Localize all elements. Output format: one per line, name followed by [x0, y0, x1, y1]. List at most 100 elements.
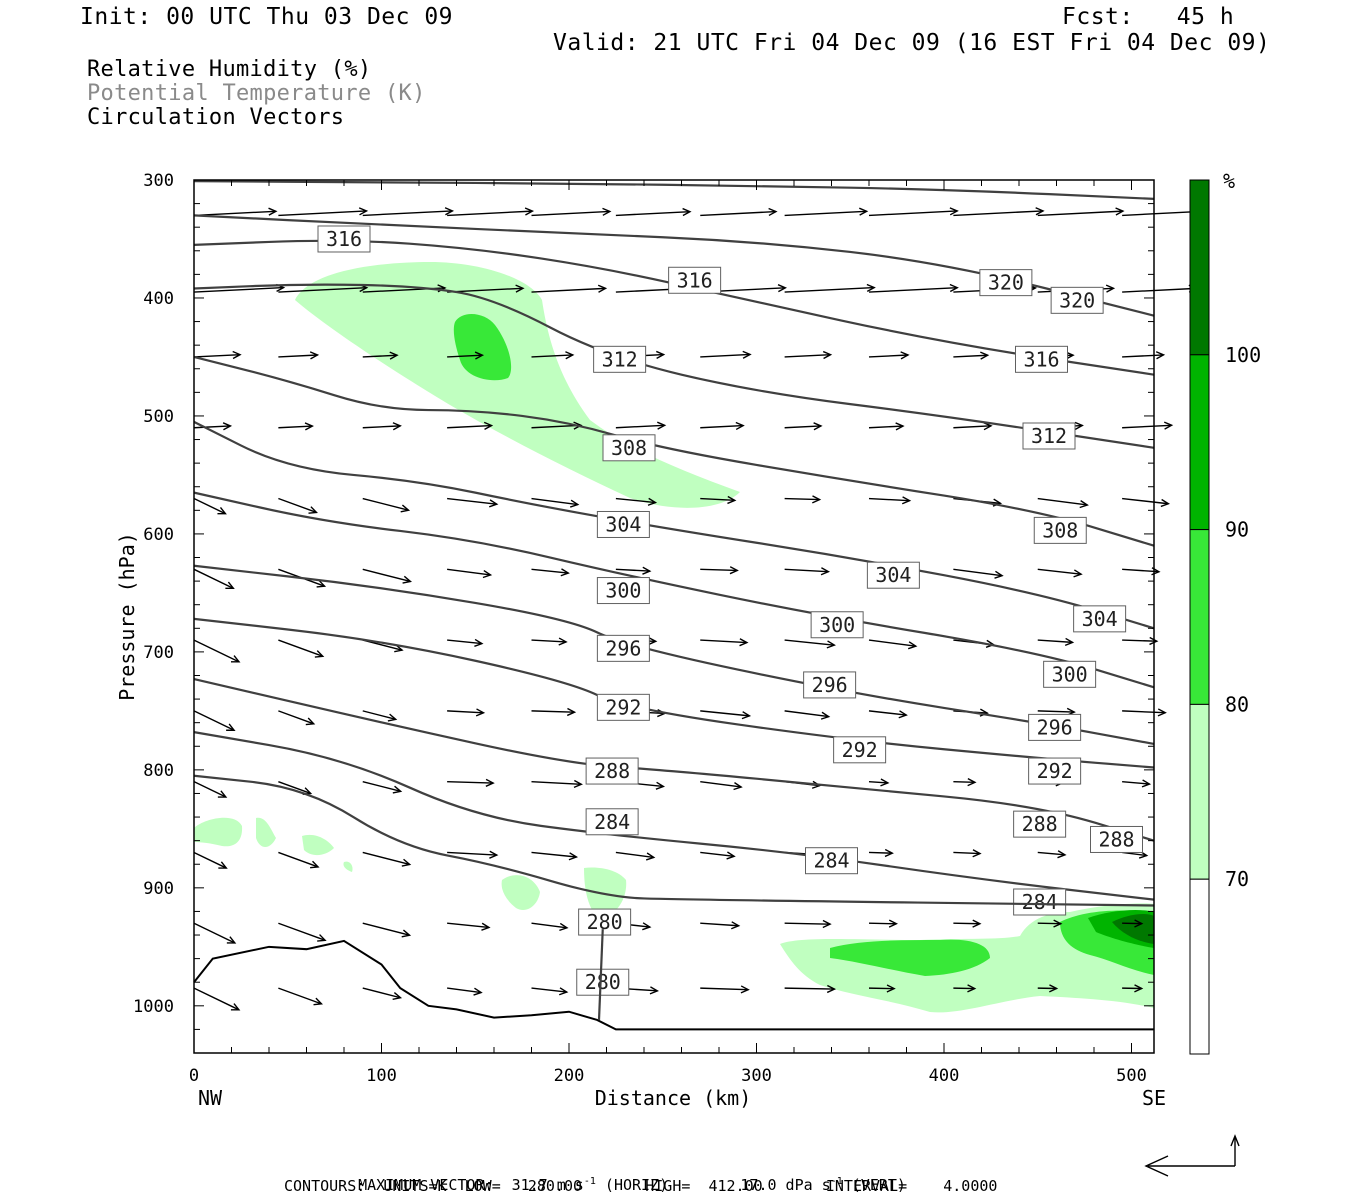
theta-label-text: 304 — [605, 512, 641, 536]
vector-arrow — [953, 919, 982, 928]
vector-arrow — [447, 421, 494, 430]
vector-arrow — [1122, 708, 1167, 717]
vector-shaft — [193, 922, 236, 944]
vector-head — [566, 707, 577, 717]
ref-vector-horiz-head — [1144, 1155, 1169, 1177]
vector-arrow — [868, 710, 908, 719]
theta-contour-284 — [193, 731, 1155, 901]
vector-arrow — [531, 987, 569, 996]
vector-shaft — [447, 287, 524, 293]
field-potential-temperature: Potential Temperature (K) — [87, 81, 426, 106]
colorbar-unit: % — [1223, 169, 1235, 193]
vector-shaft — [531, 987, 567, 993]
reference-vector — [1144, 1134, 1240, 1177]
vector-head — [682, 207, 692, 217]
theta-contour-300 — [193, 491, 1155, 689]
vector-arrow — [1122, 497, 1170, 508]
vector-shaft — [193, 851, 227, 869]
vector-arrow — [362, 922, 412, 938]
vector-arrow — [531, 779, 583, 789]
theta-label-text: 308 — [1042, 518, 1078, 542]
vector-head — [907, 641, 918, 650]
vector-arrow — [1122, 984, 1144, 993]
vector-arrow — [868, 283, 959, 293]
theta-label-308: 308 — [1033, 516, 1087, 544]
vector-shaft — [700, 568, 738, 572]
vector-shaft — [784, 497, 820, 501]
vector-head — [733, 782, 743, 791]
vector-arrow — [700, 638, 749, 647]
vector-head — [739, 638, 749, 647]
ref-vector-vert-head — [1230, 1134, 1240, 1147]
vector-shaft — [278, 639, 324, 657]
vector-arrow — [868, 848, 894, 858]
vector-head — [820, 567, 831, 576]
vector-arrow — [278, 422, 314, 431]
theta-label-text: 300 — [819, 613, 855, 637]
vector-arrow — [1122, 636, 1159, 646]
plot-frame — [193, 179, 1155, 1054]
colorbar-label: 70 — [1225, 867, 1249, 891]
vector-shaft — [531, 497, 578, 506]
vector-arrow — [868, 639, 918, 650]
theta-label-box — [1028, 713, 1082, 741]
vector-head — [402, 575, 412, 584]
vector-shaft — [1122, 568, 1159, 573]
vector-head — [895, 422, 905, 431]
vector-arrow — [1037, 984, 1059, 993]
vector-shaft — [447, 710, 484, 714]
x-tick-label: 200 — [554, 1066, 585, 1086]
vector-shaft — [447, 210, 533, 217]
vector-shaft — [868, 286, 958, 293]
vector-arrow — [531, 207, 612, 217]
theta-label-text: 300 — [605, 579, 641, 603]
vector-head — [1053, 919, 1063, 928]
vector-head — [560, 568, 570, 577]
vector-head — [826, 984, 837, 994]
theta-label-box — [810, 611, 864, 639]
colorbar-label: 90 — [1225, 518, 1249, 542]
vector-arrow — [447, 207, 535, 217]
vector-shaft — [784, 353, 831, 358]
theta-label-296: 296 — [803, 671, 857, 699]
vector-head — [972, 919, 982, 928]
vector-head — [1073, 569, 1083, 578]
vector-head — [1157, 708, 1167, 717]
vector-shaft — [868, 922, 897, 925]
theta-label-box — [1090, 825, 1143, 853]
vector-arrow — [784, 350, 833, 360]
vector-head — [389, 351, 399, 360]
vector-arrow — [278, 987, 323, 1006]
theta-label-text: 296 — [1037, 715, 1073, 739]
vector-arrow — [700, 710, 752, 720]
vector-shaft — [193, 425, 231, 429]
terrain-line — [193, 939, 1154, 1031]
theta-label-text: 292 — [1037, 759, 1073, 783]
theta-label-284: 284 — [585, 808, 639, 836]
vector-shaft — [193, 710, 235, 731]
vector-arrow — [615, 497, 658, 506]
vector-arrow — [278, 497, 318, 514]
terrain-surface — [193, 929, 1154, 1031]
vector-head — [741, 711, 752, 720]
x-axis-label: Distance (km) — [595, 1086, 752, 1110]
theta-contour-280-vertical — [597, 929, 604, 1021]
theta-contour-308 — [193, 355, 1155, 547]
theta-label-text: 284 — [1022, 890, 1058, 914]
max-vector-mid: (HORIZ) 17.0 dPa s — [595, 1176, 831, 1194]
theta-label-text: 288 — [1098, 827, 1134, 851]
vector-arrow — [784, 919, 832, 929]
vector-arrow — [868, 778, 890, 787]
vector-shaft — [531, 354, 573, 358]
max-vector-line: MAXIMUM VECTOR: 31.7 m s-1 (HORIZ) 17.0 … — [340, 1158, 906, 1194]
rh-region-4 — [302, 834, 334, 856]
theta-label-box — [1073, 605, 1127, 633]
vector-arrow — [868, 207, 959, 217]
x-tick-label: 500 — [1116, 1066, 1147, 1086]
vector-arrow — [447, 351, 485, 360]
vector-head — [884, 848, 894, 858]
vector-shaft — [784, 710, 829, 718]
vector-shaft — [447, 354, 483, 358]
colorbar-label: 80 — [1225, 692, 1249, 716]
vector-shaft — [278, 710, 314, 725]
